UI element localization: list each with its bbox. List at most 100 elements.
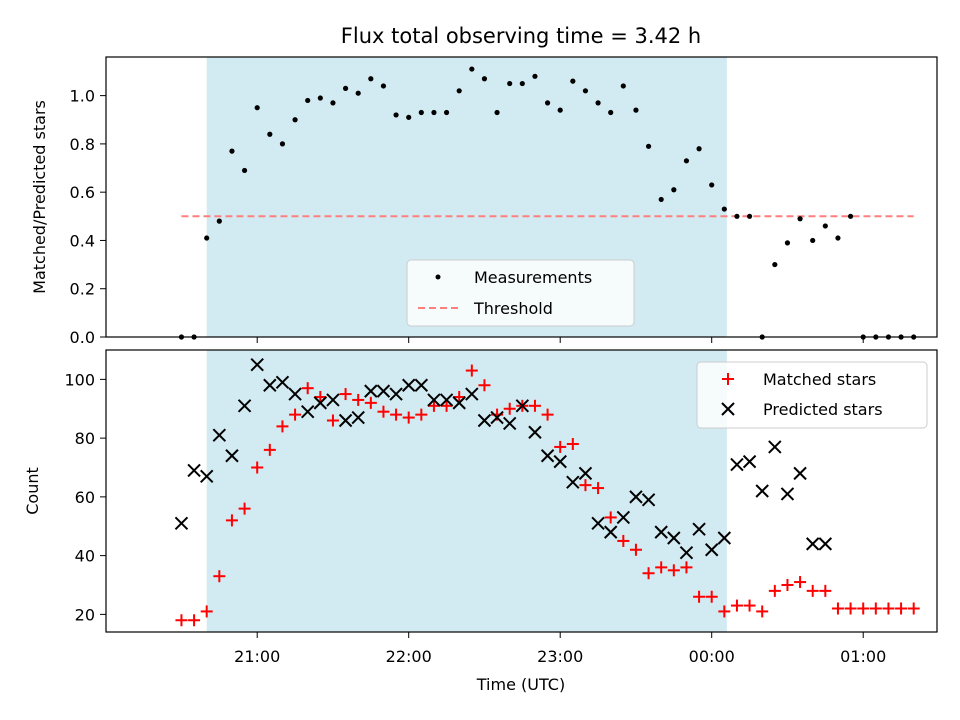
matched-star-point bbox=[225, 514, 238, 527]
bottom-y-tick-label: 60 bbox=[75, 488, 95, 507]
matched-star-point bbox=[756, 605, 769, 618]
predicted-star-point bbox=[704, 543, 719, 557]
measurement-point bbox=[608, 109, 614, 116]
matched-star-point bbox=[869, 602, 882, 615]
predicted-star-point bbox=[717, 531, 732, 545]
bottom-y-tick-label: 20 bbox=[75, 605, 95, 624]
matched-star-point bbox=[617, 534, 630, 547]
predicted-star-point bbox=[515, 399, 530, 413]
measurement-point bbox=[216, 218, 222, 224]
matched-star-point bbox=[592, 482, 605, 495]
matched-star-point bbox=[213, 570, 226, 583]
matched-star-point bbox=[541, 408, 554, 421]
top-panel: 0.0 0.2 0.4 0.6 0.8 1.0 Matched/Predicted sta… bbox=[30, 56, 938, 347]
predicted-star-point bbox=[528, 425, 542, 439]
matched-star-point bbox=[566, 438, 579, 450]
predicted-star-point bbox=[477, 413, 492, 428]
measurement-point bbox=[696, 146, 702, 152]
measurement-point bbox=[595, 100, 601, 106]
predicted-star-point bbox=[174, 516, 189, 531]
measurement-point bbox=[393, 112, 399, 118]
matched-star-point bbox=[528, 399, 541, 412]
matched-star-point bbox=[200, 605, 213, 618]
predicted-star-point bbox=[578, 466, 593, 481]
measurement-point bbox=[570, 78, 576, 84]
x-tick-label: 01:00 bbox=[840, 647, 886, 666]
predicted-star-point bbox=[439, 393, 454, 407]
measurement-point bbox=[822, 223, 828, 229]
predicted-star-point bbox=[603, 525, 618, 539]
measurement-point bbox=[229, 148, 235, 154]
bottom-y-axis-label: Count bbox=[23, 467, 42, 515]
predicted-star-point bbox=[364, 384, 378, 398]
matched-star-point bbox=[251, 461, 264, 474]
matched-star-point bbox=[730, 599, 743, 612]
bottom-y-axis: 20 40 60 80 100 bbox=[64, 370, 106, 624]
measurement-point bbox=[658, 196, 664, 203]
legend-predicted-marker bbox=[721, 402, 735, 416]
measurement-point bbox=[380, 83, 387, 89]
measurement-point bbox=[797, 216, 803, 222]
matched-star-point bbox=[642, 567, 655, 580]
matched-star-point bbox=[705, 590, 718, 603]
top-y-tick-label: 0.2 bbox=[70, 280, 95, 299]
measurement-point bbox=[279, 141, 286, 147]
matched-star-point bbox=[415, 408, 428, 421]
top-plot-frame bbox=[105, 56, 938, 338]
matched-star-point bbox=[794, 576, 807, 589]
predicted-star-point bbox=[768, 440, 782, 454]
top-y-tick-label: 1.0 bbox=[70, 87, 95, 106]
top-x-ticks bbox=[256, 337, 864, 343]
matched-star-point bbox=[844, 602, 857, 615]
matched-star-point bbox=[263, 443, 276, 456]
predicted-star-point bbox=[275, 375, 290, 390]
predicted-star-point bbox=[629, 490, 643, 504]
measurement-point bbox=[721, 206, 727, 212]
predicted-star-point bbox=[793, 466, 807, 481]
matched-star-point bbox=[440, 399, 453, 412]
matched-star-point bbox=[667, 564, 680, 577]
predicted-star-point bbox=[679, 545, 694, 560]
matched-star-point bbox=[238, 502, 251, 515]
matched-star-point bbox=[819, 584, 832, 597]
legend-threshold-label: Threshold bbox=[473, 299, 553, 318]
predicted-star-point bbox=[389, 387, 403, 401]
predicted-star-point bbox=[818, 537, 833, 551]
measurement-point bbox=[305, 97, 311, 104]
x-tick-label: 00:00 bbox=[689, 647, 735, 666]
x-tick-label: 23:00 bbox=[537, 647, 583, 666]
matched-star-point bbox=[718, 605, 731, 618]
measurement-point bbox=[544, 100, 551, 106]
top-y-axis: 0.0 0.2 0.4 0.6 0.8 1.0 bbox=[70, 87, 106, 347]
x-axis-label: Time (UTC) bbox=[476, 675, 565, 694]
predicted-star-point bbox=[237, 399, 252, 413]
matched-star-point bbox=[453, 391, 466, 403]
bottom-y-tick-label: 80 bbox=[75, 429, 95, 448]
matched-star-point bbox=[743, 599, 756, 612]
legend-measurements-marker bbox=[435, 274, 441, 280]
predicted-star-point bbox=[742, 454, 757, 469]
matched-star-point bbox=[478, 379, 491, 392]
measurement-point bbox=[645, 143, 652, 149]
top-legend: Measurements Threshold bbox=[406, 259, 635, 327]
measurement-point bbox=[481, 76, 488, 82]
predicted-star-point bbox=[540, 449, 555, 463]
measurement-point bbox=[582, 88, 589, 94]
x-tick-label: 21:00 bbox=[234, 647, 280, 666]
measurement-point bbox=[368, 76, 374, 82]
matched-star-point bbox=[390, 408, 403, 421]
top-y-tick-label: 0.6 bbox=[70, 183, 95, 202]
measurement-point bbox=[683, 158, 690, 164]
measurement-point bbox=[418, 109, 424, 116]
measurement-point bbox=[772, 261, 778, 268]
predicted-star-point bbox=[250, 357, 264, 372]
predicted-star-point bbox=[641, 493, 656, 507]
matched-star-point bbox=[554, 440, 567, 453]
predicted-star-point bbox=[401, 378, 416, 392]
predicted-star-point bbox=[212, 428, 227, 442]
matched-star-point bbox=[427, 399, 440, 412]
matched-star-point bbox=[693, 590, 706, 603]
measurement-point bbox=[317, 95, 323, 101]
predicted-star-point bbox=[465, 387, 479, 401]
